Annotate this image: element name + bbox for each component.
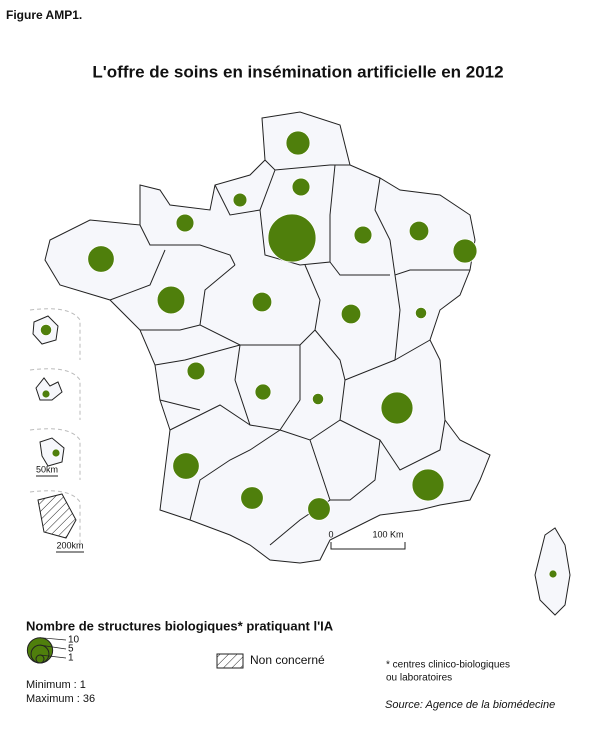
bubble bbox=[414, 306, 428, 320]
bubble bbox=[548, 569, 558, 579]
source: Source: Agence de la biomédecine bbox=[385, 699, 555, 711]
legend-leader bbox=[39, 644, 67, 650]
bubble bbox=[254, 383, 272, 401]
legend-title: Nombre de structures biologiques* pratiq… bbox=[26, 618, 334, 633]
legend-size-label: 5 bbox=[68, 644, 74, 655]
bubble bbox=[411, 468, 445, 502]
footnote: ou laboratoires bbox=[386, 673, 452, 684]
legend: Nombre de structures biologiques* pratiq… bbox=[26, 618, 334, 704]
bubble bbox=[232, 192, 248, 208]
scale-label: 0 bbox=[328, 529, 333, 539]
bubble bbox=[408, 220, 430, 242]
not-concerned-swatch bbox=[216, 653, 244, 669]
legend-bubble bbox=[26, 637, 54, 664]
figure-label: Figure AMP1. bbox=[6, 8, 82, 22]
scale-label: 100 Km bbox=[372, 529, 403, 539]
bubble bbox=[41, 389, 51, 399]
overseas-insets: 50km 200km bbox=[29, 308, 84, 553]
legend-leader bbox=[39, 637, 67, 641]
france-map bbox=[44, 111, 571, 616]
bubble bbox=[87, 245, 115, 273]
bubble bbox=[353, 225, 373, 245]
legend-max: Maximum : 36 bbox=[26, 693, 95, 705]
inset-scale: 200km bbox=[56, 540, 83, 550]
legend-size-label: 1 bbox=[68, 653, 74, 664]
map-title: L'offre de soins en insémination artific… bbox=[92, 62, 503, 81]
legend-leader bbox=[39, 654, 67, 659]
bubble bbox=[186, 361, 206, 381]
bubble bbox=[311, 392, 325, 406]
footnote: * centres clinico-biologiques bbox=[386, 660, 510, 671]
bubble bbox=[380, 391, 414, 425]
scale-bar: 0 100 Km bbox=[328, 529, 406, 550]
bubble bbox=[340, 303, 362, 325]
bubble bbox=[251, 291, 273, 313]
bubble bbox=[240, 486, 264, 510]
bubble bbox=[452, 238, 478, 264]
bubble bbox=[51, 448, 61, 458]
bubble bbox=[175, 213, 195, 233]
bubble bbox=[39, 323, 53, 337]
bubble bbox=[285, 130, 311, 156]
legend-size-label: 10 bbox=[68, 635, 80, 646]
bubble bbox=[172, 452, 200, 480]
bubble bbox=[291, 177, 311, 197]
legend-label: Non concerné bbox=[250, 653, 325, 667]
bubble bbox=[156, 285, 186, 315]
legend-min: Minimum : 1 bbox=[26, 679, 86, 691]
inset-scale: 50km bbox=[36, 464, 58, 474]
bubble bbox=[267, 213, 317, 263]
bubble-layer bbox=[39, 130, 558, 579]
bubble bbox=[307, 497, 331, 521]
